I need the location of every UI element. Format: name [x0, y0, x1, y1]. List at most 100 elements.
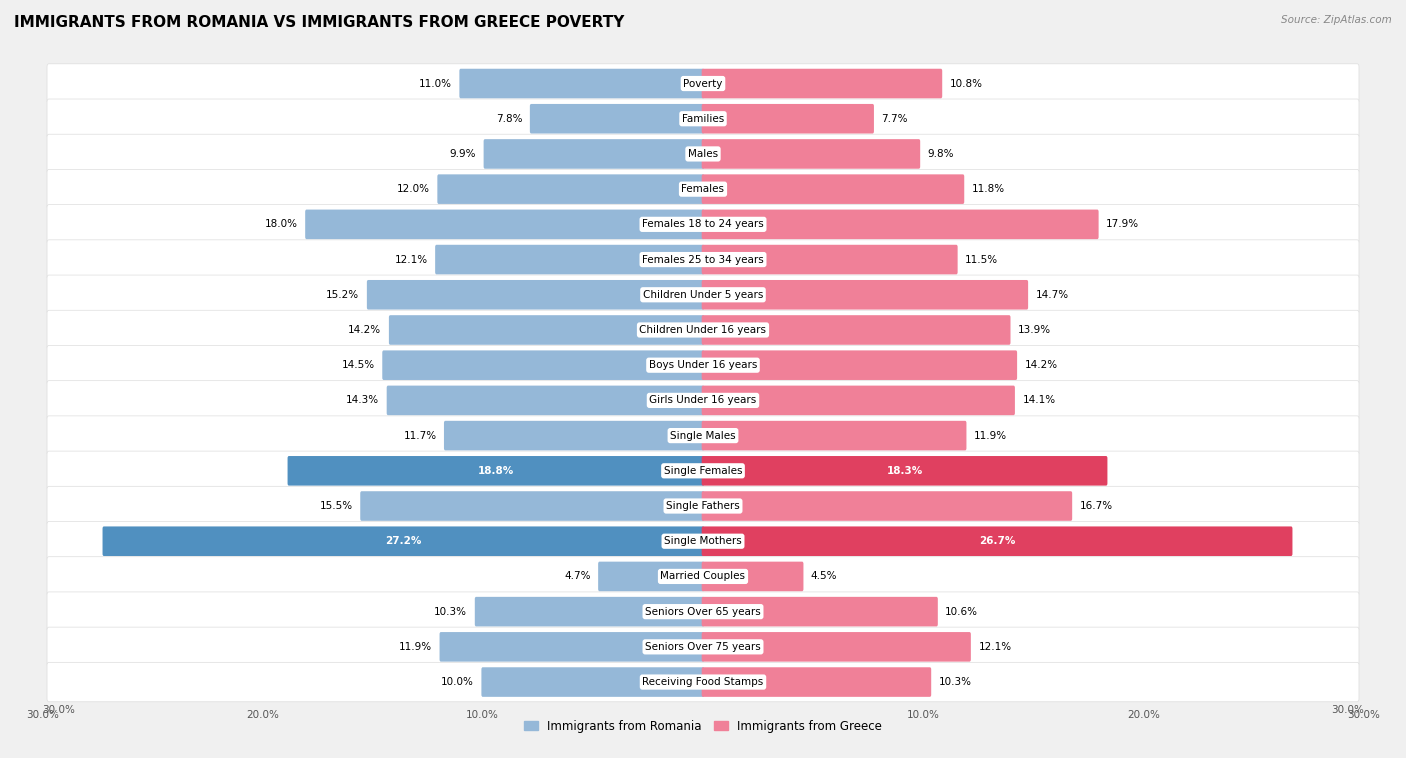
FancyBboxPatch shape [46, 240, 1360, 279]
FancyBboxPatch shape [702, 421, 966, 450]
FancyBboxPatch shape [702, 139, 920, 169]
Text: 15.5%: 15.5% [319, 501, 353, 511]
FancyBboxPatch shape [46, 416, 1360, 456]
Text: 14.5%: 14.5% [342, 360, 375, 370]
FancyBboxPatch shape [46, 381, 1360, 420]
Text: 16.7%: 16.7% [1080, 501, 1112, 511]
FancyBboxPatch shape [434, 245, 704, 274]
FancyBboxPatch shape [598, 562, 704, 591]
FancyBboxPatch shape [702, 174, 965, 204]
FancyBboxPatch shape [702, 245, 957, 274]
FancyBboxPatch shape [367, 280, 704, 309]
Legend: Immigrants from Romania, Immigrants from Greece: Immigrants from Romania, Immigrants from… [519, 716, 887, 738]
FancyBboxPatch shape [46, 556, 1360, 596]
FancyBboxPatch shape [702, 597, 938, 626]
FancyBboxPatch shape [702, 209, 1098, 239]
FancyBboxPatch shape [46, 346, 1360, 385]
FancyBboxPatch shape [389, 315, 704, 345]
Text: Single Males: Single Males [671, 431, 735, 440]
FancyBboxPatch shape [702, 491, 1073, 521]
Text: Single Mothers: Single Mothers [664, 536, 742, 547]
FancyBboxPatch shape [46, 205, 1360, 244]
Text: Girls Under 16 years: Girls Under 16 years [650, 396, 756, 406]
Text: Seniors Over 65 years: Seniors Over 65 years [645, 606, 761, 617]
Text: 18.8%: 18.8% [478, 466, 515, 476]
Text: 10.3%: 10.3% [434, 606, 467, 617]
FancyBboxPatch shape [460, 69, 704, 99]
FancyBboxPatch shape [444, 421, 704, 450]
FancyBboxPatch shape [702, 386, 1015, 415]
FancyBboxPatch shape [46, 64, 1360, 103]
Text: 10.6%: 10.6% [945, 606, 979, 617]
FancyBboxPatch shape [437, 174, 704, 204]
Text: 9.8%: 9.8% [928, 149, 955, 159]
Text: 14.7%: 14.7% [1036, 290, 1069, 299]
FancyBboxPatch shape [46, 451, 1360, 490]
Text: 10.3%: 10.3% [939, 677, 972, 687]
FancyBboxPatch shape [360, 491, 704, 521]
FancyBboxPatch shape [387, 386, 704, 415]
Text: 13.9%: 13.9% [1018, 325, 1052, 335]
Text: 12.0%: 12.0% [396, 184, 430, 194]
Text: Females 18 to 24 years: Females 18 to 24 years [643, 219, 763, 230]
Text: 14.2%: 14.2% [1025, 360, 1057, 370]
Text: Females: Females [682, 184, 724, 194]
FancyBboxPatch shape [46, 99, 1360, 139]
Text: 7.7%: 7.7% [882, 114, 908, 124]
FancyBboxPatch shape [46, 627, 1360, 666]
FancyBboxPatch shape [702, 315, 1011, 345]
Text: 7.8%: 7.8% [496, 114, 523, 124]
Text: 10.0%: 10.0% [441, 677, 474, 687]
Text: Children Under 16 years: Children Under 16 years [640, 325, 766, 335]
FancyBboxPatch shape [46, 134, 1360, 174]
Text: Single Females: Single Females [664, 466, 742, 476]
Text: 11.7%: 11.7% [404, 431, 436, 440]
Text: 26.7%: 26.7% [979, 536, 1015, 547]
Text: Seniors Over 75 years: Seniors Over 75 years [645, 642, 761, 652]
FancyBboxPatch shape [382, 350, 704, 380]
Text: Families: Families [682, 114, 724, 124]
FancyBboxPatch shape [702, 456, 1108, 486]
FancyBboxPatch shape [103, 527, 704, 556]
FancyBboxPatch shape [46, 522, 1360, 561]
FancyBboxPatch shape [484, 139, 704, 169]
Text: 30.0%: 30.0% [42, 705, 75, 715]
FancyBboxPatch shape [305, 209, 704, 239]
Text: 4.7%: 4.7% [564, 572, 591, 581]
Text: 12.1%: 12.1% [395, 255, 427, 265]
FancyBboxPatch shape [46, 662, 1360, 702]
FancyBboxPatch shape [46, 310, 1360, 349]
Text: Poverty: Poverty [683, 79, 723, 89]
Text: Receiving Food Stamps: Receiving Food Stamps [643, 677, 763, 687]
Text: 12.1%: 12.1% [979, 642, 1011, 652]
FancyBboxPatch shape [288, 456, 704, 486]
FancyBboxPatch shape [481, 667, 704, 697]
FancyBboxPatch shape [702, 350, 1017, 380]
Text: 11.9%: 11.9% [974, 431, 1007, 440]
Text: 9.9%: 9.9% [450, 149, 477, 159]
Text: 17.9%: 17.9% [1107, 219, 1139, 230]
FancyBboxPatch shape [702, 280, 1028, 309]
FancyBboxPatch shape [702, 104, 875, 133]
Text: 4.5%: 4.5% [811, 572, 838, 581]
FancyBboxPatch shape [702, 527, 1292, 556]
Text: Children Under 5 years: Children Under 5 years [643, 290, 763, 299]
Text: Married Couples: Married Couples [661, 572, 745, 581]
FancyBboxPatch shape [46, 170, 1360, 209]
Text: Males: Males [688, 149, 718, 159]
Text: 14.3%: 14.3% [346, 396, 380, 406]
FancyBboxPatch shape [702, 562, 803, 591]
Text: Source: ZipAtlas.com: Source: ZipAtlas.com [1281, 15, 1392, 25]
Text: 27.2%: 27.2% [385, 536, 422, 547]
Text: Females 25 to 34 years: Females 25 to 34 years [643, 255, 763, 265]
FancyBboxPatch shape [440, 632, 704, 662]
FancyBboxPatch shape [530, 104, 704, 133]
Text: 11.5%: 11.5% [965, 255, 998, 265]
FancyBboxPatch shape [702, 69, 942, 99]
FancyBboxPatch shape [702, 667, 931, 697]
Text: 11.8%: 11.8% [972, 184, 1005, 194]
FancyBboxPatch shape [46, 592, 1360, 631]
FancyBboxPatch shape [46, 275, 1360, 315]
Text: 11.9%: 11.9% [399, 642, 432, 652]
Text: Single Fathers: Single Fathers [666, 501, 740, 511]
